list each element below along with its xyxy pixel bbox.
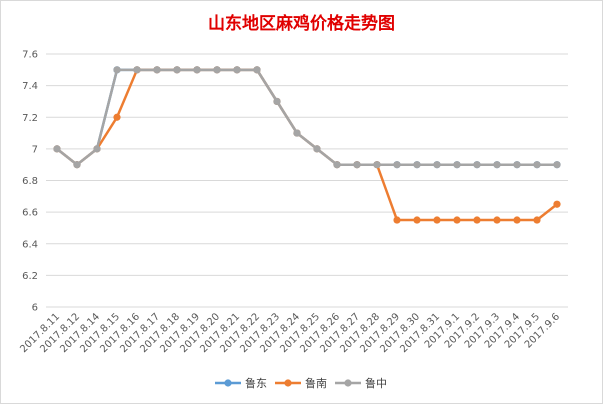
data-point	[293, 129, 301, 137]
data-point	[113, 113, 121, 121]
data-point	[373, 161, 381, 169]
chart-title: 山东地区麻鸡价格走势图	[208, 14, 395, 34]
series-1	[53, 66, 561, 224]
data-point	[553, 161, 561, 169]
y-axis-ticks: 7.6 7.4 7.2 7 6.8 6.6 6.4 6.2 6	[22, 50, 38, 314]
series-2	[53, 66, 561, 169]
legend-item: 鲁东	[215, 376, 267, 390]
data-point	[533, 216, 541, 224]
y-tick-label: 6	[32, 303, 38, 314]
data-point	[553, 200, 561, 208]
data-point	[453, 161, 461, 169]
gridlines	[46, 53, 568, 308]
data-point	[133, 66, 141, 74]
data-point	[193, 66, 201, 74]
data-point	[353, 161, 361, 169]
data-point	[73, 161, 81, 169]
data-point	[533, 161, 541, 169]
data-point	[513, 216, 521, 224]
legend-item: 鲁中	[335, 376, 387, 390]
data-point	[393, 216, 401, 224]
data-point	[113, 66, 121, 74]
legend-marker	[224, 379, 232, 387]
data-point	[413, 216, 421, 224]
data-point	[93, 145, 101, 153]
legend-label: 鲁南	[305, 376, 327, 390]
data-point	[213, 66, 221, 74]
y-tick-label: 7.4	[22, 81, 38, 92]
legend: 鲁东 鲁南 鲁中	[215, 376, 387, 390]
data-point	[473, 161, 481, 169]
data-point	[333, 161, 341, 169]
y-tick-label: 6.8	[22, 176, 38, 187]
y-tick-label: 7	[32, 144, 38, 155]
y-tick-label: 6.6	[22, 208, 38, 219]
legend-marker	[344, 379, 352, 387]
y-tick-label: 7.2	[22, 113, 38, 124]
data-point	[313, 145, 321, 153]
y-tick-label: 7.6	[22, 50, 38, 61]
legend-marker	[284, 379, 292, 387]
legend-label: 鲁中	[365, 376, 387, 390]
data-point	[233, 66, 241, 74]
data-point	[173, 66, 181, 74]
data-point	[413, 161, 421, 169]
x-axis-ticks: 2017.8.112017.8.122017.8.142017.8.152017…	[18, 311, 562, 355]
series-group	[53, 66, 561, 224]
data-point	[453, 216, 461, 224]
data-point	[433, 161, 441, 169]
data-point	[53, 145, 61, 153]
legend-label: 鲁东	[245, 376, 267, 390]
data-point	[253, 66, 261, 74]
data-point	[493, 161, 501, 169]
data-point	[513, 161, 521, 169]
y-tick-label: 6.4	[22, 239, 38, 250]
legend-item: 鲁南	[275, 376, 327, 390]
y-tick-label: 6.2	[22, 271, 38, 282]
data-point	[273, 97, 281, 106]
data-point	[473, 216, 481, 224]
data-point	[433, 216, 441, 224]
series-line	[56, 68, 558, 222]
data-point	[393, 161, 401, 169]
data-point	[493, 216, 501, 224]
data-point	[153, 66, 161, 74]
